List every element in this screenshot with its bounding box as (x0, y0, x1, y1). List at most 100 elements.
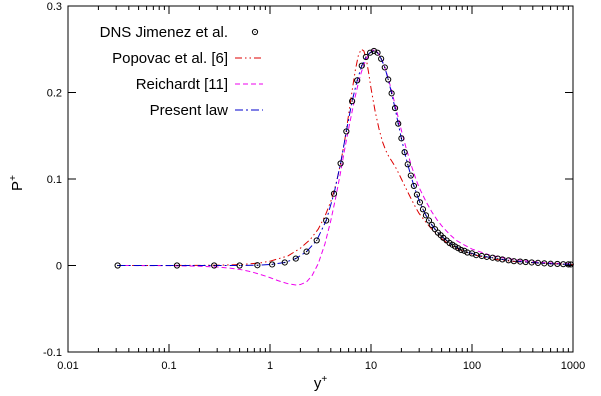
dns-data-point-center (556, 263, 558, 265)
dns-data-point (425, 217, 433, 224)
dns-data-point-center (507, 259, 510, 261)
tick-label-layer: 0.01 0.1 1 10 100 1000 -0.1 0 0.1 0.2 0.3 (43, 1, 585, 372)
dns-data-point-center (345, 130, 347, 133)
dns-data-point-center (466, 251, 468, 254)
series-line-1 (117, 48, 574, 266)
dns-data-point-center (316, 239, 318, 242)
y-tick-label: 0.2 (47, 88, 62, 100)
dns-data-point (416, 199, 424, 206)
dns-data-point-center (356, 79, 358, 81)
dns-data-point (458, 246, 465, 254)
dns-data-point (374, 49, 381, 56)
dns-data-point-center (407, 163, 409, 165)
legend-label: Reichardt [11] (136, 76, 228, 93)
series-line-2 (117, 49, 574, 286)
legend-marker (251, 28, 259, 36)
y-axis-label-main: P (9, 181, 26, 191)
dns-data-point-center (397, 123, 399, 125)
dns-data-point-center (422, 208, 424, 210)
dns-data-point (378, 55, 385, 62)
dns-data-point-center (437, 232, 439, 234)
dns-data-point (401, 149, 408, 156)
dns-data-point-center (492, 257, 494, 259)
x-axis-label-main: y (314, 375, 322, 392)
y-tick-label: 0 (56, 261, 62, 273)
dns-data-point-center (501, 258, 504, 261)
dns-data-point (419, 206, 427, 213)
dns-data-point-center (434, 228, 436, 230)
x-tick-label: 10 (365, 360, 377, 372)
dns-data-point (391, 104, 399, 112)
dns-data-point-center (549, 263, 552, 265)
dns-data-point (422, 212, 430, 219)
dns-data-point-center (373, 50, 375, 52)
dns-data-point (541, 260, 548, 267)
dns-data-point (522, 258, 529, 266)
x-tick-label: 100 (463, 360, 481, 372)
x-axis-label-sup: + (321, 374, 327, 385)
dns-data-point (292, 255, 299, 262)
legend-marker-center (254, 31, 256, 33)
dns-data-point-center (333, 193, 335, 195)
legend-label: Present law (150, 102, 229, 119)
dns-data-point-center (384, 66, 386, 69)
x-tick-label: 0.01 (57, 360, 78, 372)
dns-data-point-center (431, 224, 433, 226)
dns-data-point (173, 262, 181, 269)
dns-data-point (313, 237, 320, 244)
dns-data-point-center (256, 264, 258, 266)
x-tick-label: 0.1 (161, 360, 176, 372)
dns-data-point (381, 64, 388, 71)
dns-data-point-center (380, 58, 382, 60)
dns-data-point-center (497, 257, 499, 260)
dns-data-point (337, 160, 344, 167)
dns-data-point (254, 262, 261, 269)
dns-data-point-center (419, 201, 421, 203)
dns-data-point-center (440, 234, 442, 236)
dns-data-point (370, 47, 378, 55)
dns-data-point-center (238, 264, 241, 267)
dns-data-point-center (454, 245, 456, 248)
dns-data-point (528, 259, 535, 266)
dns-data-point (269, 261, 276, 268)
dns-data-point (410, 182, 418, 190)
legend: DNS Jimenez et al. Popovac et al. [6] Reic… (100, 24, 263, 119)
y-tick-label: 0.3 (47, 1, 62, 13)
tick-layer (67, 5, 574, 353)
dns-data-point-center (471, 252, 473, 254)
y-axis-label: P+ (8, 175, 26, 191)
dns-data-point (499, 256, 506, 263)
dns-data-point (428, 221, 435, 228)
dns-data-point-center (176, 264, 178, 267)
legend-label: DNS Jimenez et al. (100, 24, 228, 41)
dns-data-point-center (562, 263, 564, 265)
dns-data-point (398, 135, 405, 142)
dns-data-point-center (387, 78, 389, 81)
dns-data-point (211, 262, 218, 269)
dns-data-point (407, 172, 414, 179)
dns-data-point-center (531, 261, 533, 264)
dns-data-point (362, 53, 369, 61)
marker-layer (114, 47, 574, 269)
series-line-3 (117, 50, 574, 266)
dns-data-point-center (339, 162, 342, 165)
dns-data-point (367, 49, 374, 56)
dns-data-point-center (351, 100, 353, 102)
dns-data-point-center (413, 185, 415, 187)
dns-data-point-center (481, 255, 483, 257)
dns-data-point-center (403, 151, 406, 153)
dns-data-point-center (519, 261, 521, 263)
x-axis-label: y+ (314, 374, 328, 392)
dns-data-point (461, 247, 468, 254)
dns-data-point-center (570, 263, 572, 266)
dns-data-point-center (391, 92, 393, 94)
dns-data-point-center (513, 260, 515, 262)
dns-data-point-center (537, 262, 539, 264)
dns-data-point-center (525, 261, 527, 263)
dns-data-point (323, 217, 330, 224)
dns-data-point-center (117, 264, 119, 267)
dns-data-point (236, 262, 243, 269)
dns-data-point (349, 98, 356, 105)
dns-data-point-center (416, 193, 418, 196)
